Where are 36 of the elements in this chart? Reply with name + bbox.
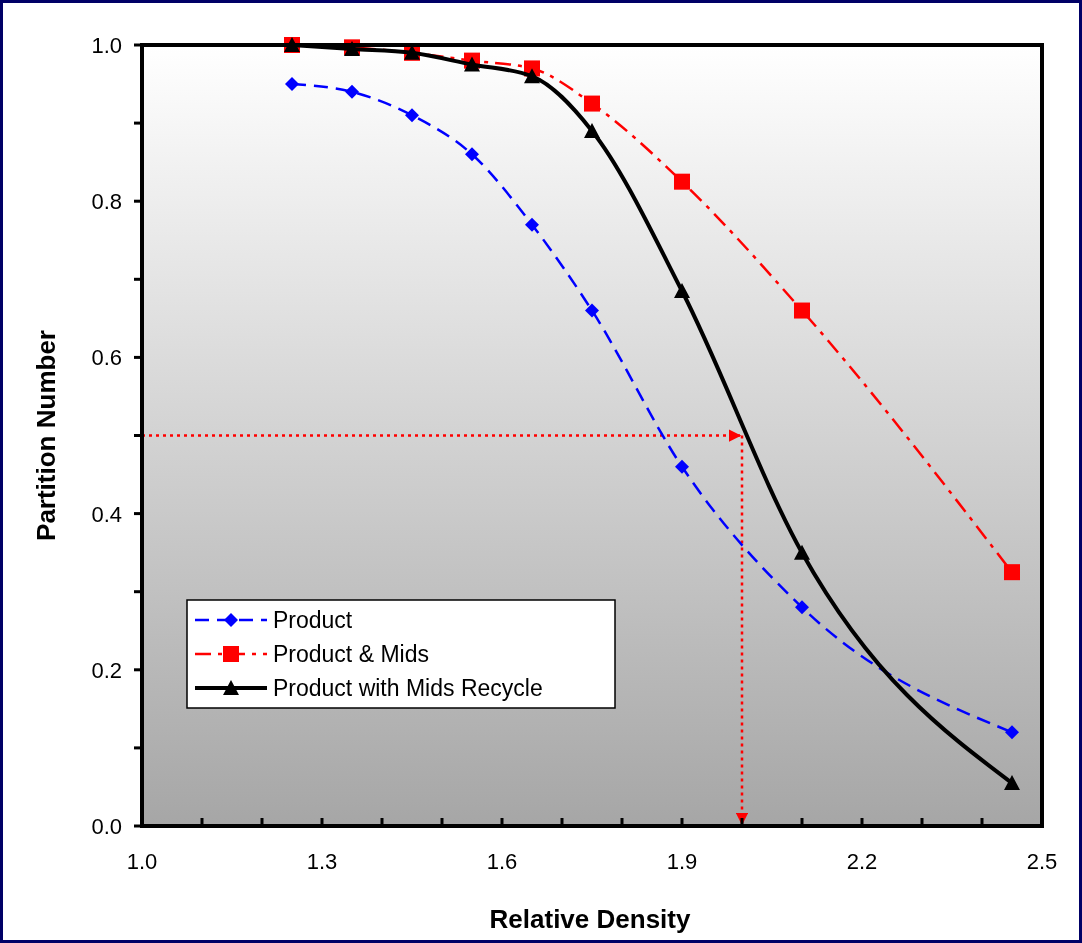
y-tick-label: 0.4 — [91, 501, 122, 527]
point — [465, 147, 479, 162]
point — [584, 95, 600, 112]
x-tick-label: 2.2 — [846, 849, 878, 874]
point — [675, 459, 689, 474]
point — [584, 122, 600, 138]
point — [674, 283, 690, 299]
x-tick-label: 2.5 — [1026, 849, 1058, 874]
point — [285, 77, 299, 92]
point — [585, 303, 599, 318]
point — [1004, 564, 1020, 581]
legend-label: Product & Mids — [273, 641, 429, 667]
point — [525, 217, 539, 232]
point — [674, 173, 690, 190]
y-tick-label: 0.2 — [91, 657, 122, 683]
y-tick-label: 0.0 — [91, 814, 122, 839]
legend-label: Product — [273, 607, 353, 633]
point — [1005, 725, 1019, 740]
legend-label: Product with Mids Recycle — [273, 675, 543, 701]
x-tick-label: 1.6 — [486, 849, 518, 874]
x-tick-label: 1.0 — [126, 849, 158, 874]
point — [794, 302, 810, 319]
point — [795, 600, 809, 615]
x-axis-title: Relative Density — [489, 904, 691, 934]
point — [345, 84, 359, 99]
point — [794, 544, 810, 560]
point — [524, 68, 540, 84]
y-tick-label: 0.6 — [91, 345, 122, 371]
y-tick-label: 1.0 — [91, 33, 122, 58]
point — [405, 108, 419, 123]
x-tick-label: 1.3 — [306, 849, 338, 874]
y-tick-label: 0.8 — [91, 189, 122, 215]
y-axis-title: Partition Number — [31, 330, 61, 541]
point — [464, 56, 480, 72]
point — [1004, 775, 1020, 791]
x-tick-label: 1.9 — [666, 849, 698, 874]
